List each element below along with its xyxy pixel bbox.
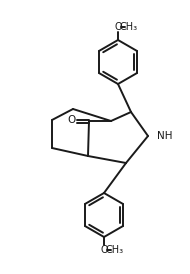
Text: O: O — [114, 22, 122, 32]
Text: CH₃: CH₃ — [106, 245, 124, 255]
Text: O: O — [68, 115, 76, 125]
Text: CH₃: CH₃ — [120, 22, 138, 32]
Text: O: O — [100, 245, 108, 255]
Text: NH: NH — [157, 131, 173, 141]
